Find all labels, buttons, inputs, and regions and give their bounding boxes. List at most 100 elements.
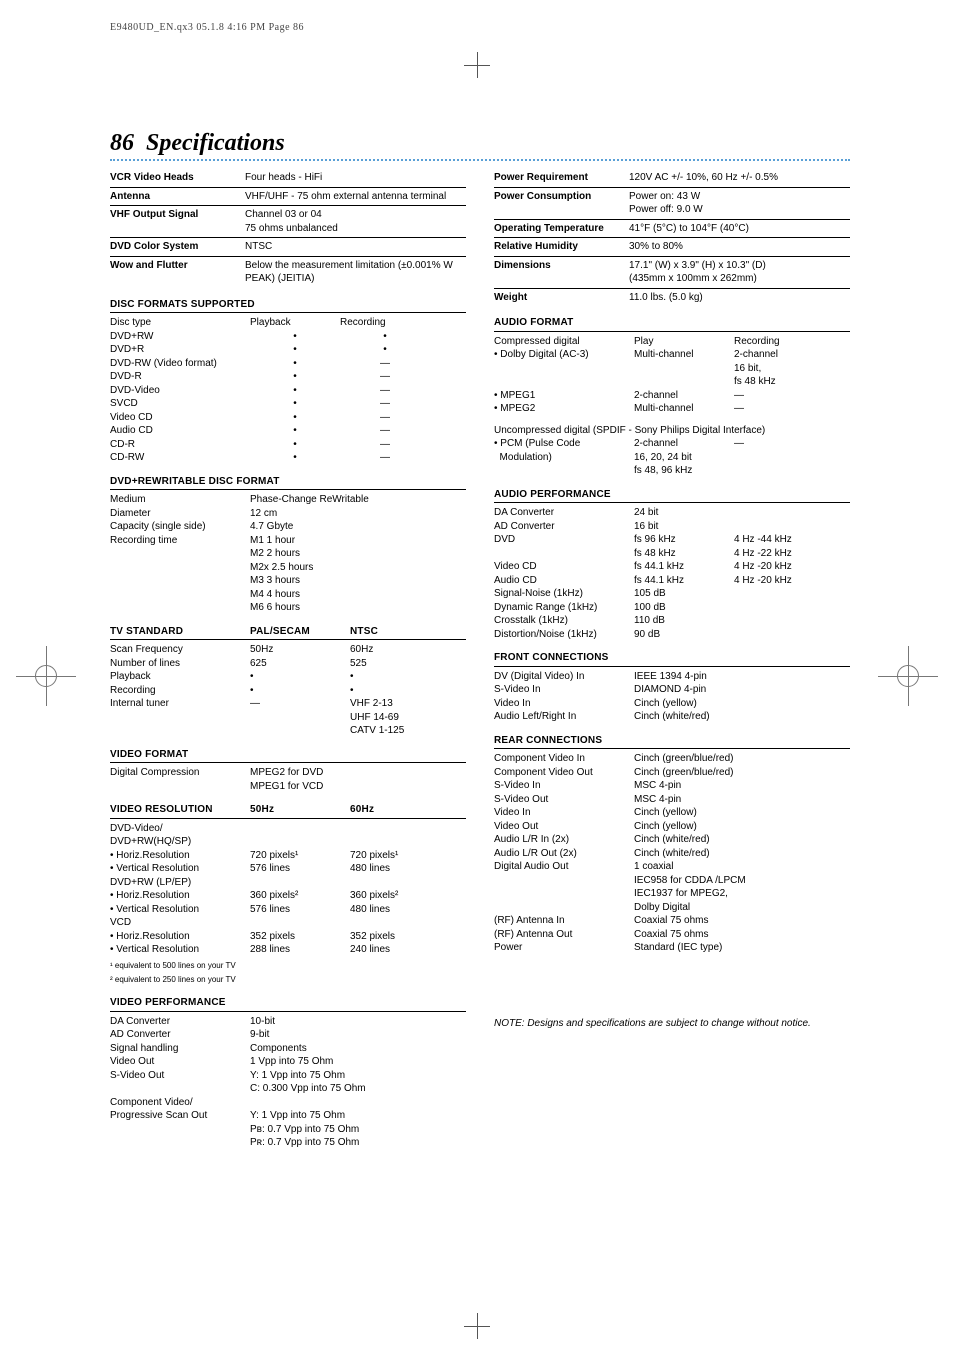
table-row: DVDfs 96 kHz4 Hz -44 kHz xyxy=(494,533,850,547)
table-row: Weight11.0 lbs. (5.0 kg) xyxy=(494,289,850,307)
table-row: DVD+R•• xyxy=(110,343,466,357)
row-v1 xyxy=(250,822,350,836)
row-val: Coaxial 75 ohms xyxy=(634,928,850,942)
table-row: Operating Temperature41°F (5°C) to 104°F… xyxy=(494,220,850,239)
row-val: C: 0.300 Vpp into 75 Ohm xyxy=(250,1082,466,1096)
row-v2 xyxy=(734,506,850,520)
row-key: Number of lines xyxy=(110,657,250,671)
table-row: IEC1937 for MPEG2, xyxy=(494,887,850,901)
row-val: Y: 1 Vpp into 75 Ohm xyxy=(250,1069,466,1083)
table-row: S-Video OutY: 1 Vpp into 75 Ohm xyxy=(110,1069,466,1083)
table-row: Crosstalk (1kHz)110 dB xyxy=(494,614,850,628)
row-val: M2x 2.5 hours xyxy=(250,561,466,575)
row-key: • MPEG1 xyxy=(494,389,634,403)
row-v1: Multi-channel xyxy=(634,402,734,416)
row-v1: • xyxy=(250,684,350,698)
row-val: Cinch (white/red) xyxy=(634,833,850,847)
row-v1: fs 44.1 kHz xyxy=(634,560,734,574)
row-val: MPEG2 for DVDMPEG1 for VCD xyxy=(250,766,466,793)
row-key xyxy=(110,547,250,561)
table-row: CD-RW•— xyxy=(110,451,466,465)
table-row: • MPEG12-channel— xyxy=(494,389,850,403)
row-val: Phase-Change ReWritable xyxy=(250,493,466,507)
row-val: M6 6 hours xyxy=(250,601,466,615)
af-header-row: Compressed digital Play Recording xyxy=(494,335,850,349)
row-val: Cinch (yellow) xyxy=(634,820,850,834)
row-val: 12 cm xyxy=(250,507,466,521)
row-key: Internal tuner xyxy=(110,697,250,711)
row-v1: 50Hz xyxy=(250,643,350,657)
row-key: Capacity (single side) xyxy=(110,520,250,534)
row-key: Relative Humidity xyxy=(494,240,629,254)
table-row: AD Converter16 bit xyxy=(494,520,850,534)
row-val: Cinch (yellow) xyxy=(634,697,850,711)
row-val: M2 2 hours xyxy=(250,547,466,561)
row-v2 xyxy=(350,835,466,849)
table-row: • Horiz.Resolution360 pixels²360 pixels² xyxy=(110,889,466,903)
row-v1: 90 dB xyxy=(634,628,734,642)
row-key: Diameter xyxy=(110,507,250,521)
row-val: NTSC xyxy=(245,240,466,254)
row-key: Progressive Scan Out xyxy=(110,1109,250,1123)
table-row: Power Requirement120V AC +/- 10%, 60 Hz … xyxy=(494,169,850,188)
row-v1: • xyxy=(250,670,350,684)
table-row: S-Video InMSC 4-pin xyxy=(494,779,850,793)
row-key: S-Video Out xyxy=(110,1069,250,1083)
row-v2: 480 lines xyxy=(350,903,466,917)
row-val: Dolby Digital xyxy=(634,901,850,915)
title-text: Specifications xyxy=(146,130,285,156)
row-key: Video Out xyxy=(110,1055,250,1069)
row-v1: 576 lines xyxy=(250,903,350,917)
row-key: VCR Video Heads xyxy=(110,171,245,185)
table-row: VCR Video HeadsFour heads - HiFi xyxy=(110,169,466,188)
table-row: S-Video OutMSC 4-pin xyxy=(494,793,850,807)
row-key: DVD+RW(HQ/SP) xyxy=(110,835,250,849)
table-row: Recording timeM1 1 hour xyxy=(110,534,466,548)
row-key xyxy=(494,887,634,901)
row-val: M1 1 hour xyxy=(250,534,466,548)
row-key: • MPEG2 xyxy=(494,402,634,416)
row-key: DVD+RW (LP/EP) xyxy=(110,876,250,890)
row-key: Video CD xyxy=(494,560,634,574)
row-val xyxy=(250,1096,466,1110)
table-row: DVD+RW•• xyxy=(110,330,466,344)
af-col3: Recording xyxy=(734,335,850,349)
row-key: Audio CD xyxy=(494,574,634,588)
table-row: Dimensions17.1" (W) x 3.9" (H) x 10.3" (… xyxy=(494,257,850,289)
row-val: Coaxial 75 ohms xyxy=(634,914,850,928)
ap-head: AUDIO PERFORMANCE xyxy=(494,478,850,504)
row-v2: 4 Hz -20 kHz xyxy=(734,574,850,588)
row-key: Wow and Flutter xyxy=(110,259,245,286)
general-table: VCR Video HeadsFour heads - HiFiAntennaV… xyxy=(110,169,466,288)
vp-table: DA Converter10-bitAD Converter9-bitSigna… xyxy=(110,1015,466,1150)
table-row: Video InCinch (yellow) xyxy=(494,697,850,711)
row-val: Cinch (white/red) xyxy=(634,847,850,861)
af-col1: Compressed digital xyxy=(494,335,634,349)
content: 86 Specifications VCR Video HeadsFour he… xyxy=(110,130,850,1150)
table-row: VHF Output SignalChannel 03 or 0475 ohms… xyxy=(110,206,466,238)
tv-head: TV STANDARD PAL/SECAM NTSC xyxy=(110,615,466,641)
row-val: 10-bit xyxy=(250,1015,466,1029)
table-row: Progressive Scan OutY: 1 Vpp into 75 Ohm xyxy=(110,1109,466,1123)
row-val: Power on: 43 WPower off: 9.0 W xyxy=(629,190,850,217)
row-v2 xyxy=(350,916,466,930)
table-row: S-Video InDIAMOND 4-pin xyxy=(494,683,850,697)
table-row: DVD-R•— xyxy=(110,370,466,384)
row-key: DVD-Video/ xyxy=(110,822,250,836)
row-val: Cinch (green/blue/red) xyxy=(634,766,850,780)
table-row: CD-R•— xyxy=(110,438,466,452)
row-key: • Horiz.Resolution xyxy=(110,849,250,863)
table-header: Disc typePlaybackRecording xyxy=(110,316,466,330)
table-row: IEC958 for CDDA /LPCM xyxy=(494,874,850,888)
table-row: Component Video OutCinch (green/blue/red… xyxy=(494,766,850,780)
table-row: DA Converter24 bit xyxy=(494,506,850,520)
table-row: DV (Digital Video) InIEEE 1394 4-pin xyxy=(494,670,850,684)
table-row: MediumPhase-Change ReWritable xyxy=(110,493,466,507)
table-row: Recording•• xyxy=(110,684,466,698)
row-val: 120V AC +/- 10%, 60 Hz +/- 0.5% xyxy=(629,171,850,185)
fc-head: FRONT CONNECTIONS xyxy=(494,641,850,667)
row-key: Video In xyxy=(494,697,634,711)
row-v2: 60Hz xyxy=(350,643,466,657)
row-v2 xyxy=(734,587,850,601)
row-key xyxy=(494,874,634,888)
